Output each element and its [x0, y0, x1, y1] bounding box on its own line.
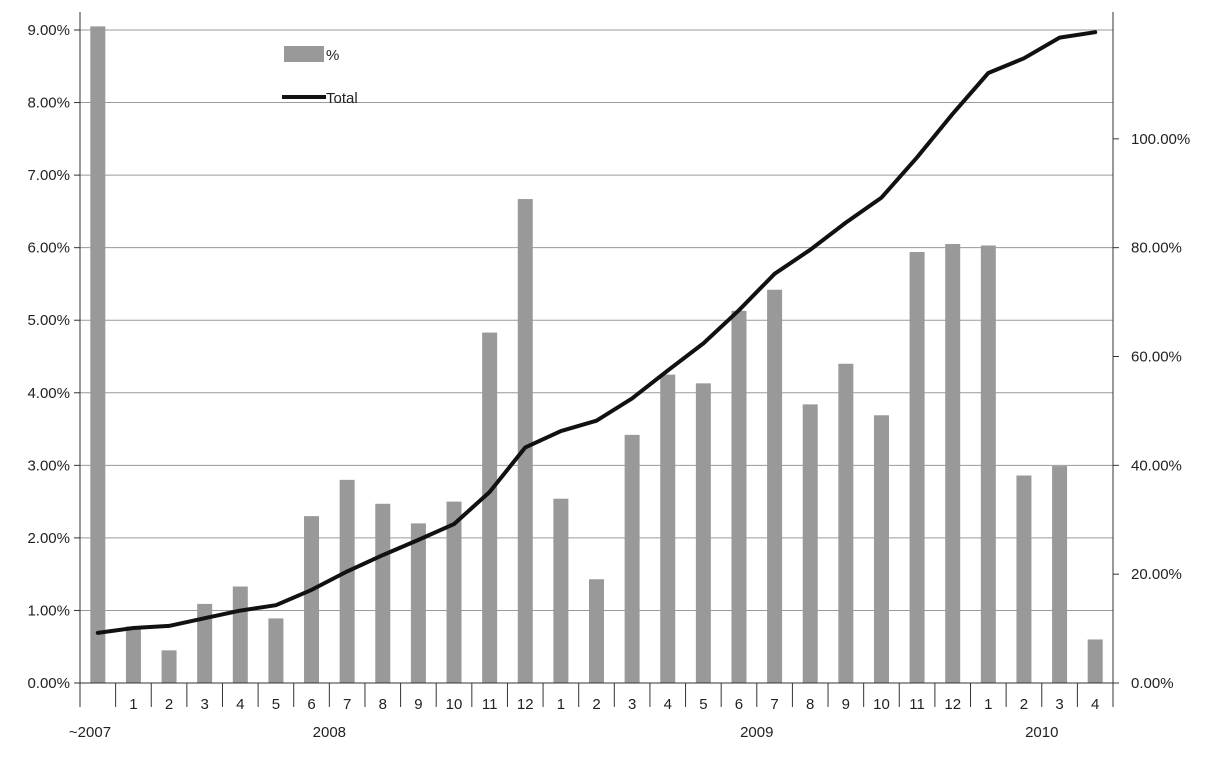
x-tick-label: 9 — [842, 696, 850, 713]
year-label: 2010 — [1025, 724, 1058, 741]
bar — [339, 479, 355, 683]
bar — [446, 501, 462, 683]
x-tick-label: 4 — [236, 696, 244, 713]
left-tick-label: 4.00% — [27, 385, 70, 402]
right-tick-label: 20.00% — [1131, 566, 1182, 583]
x-tick-label: 7 — [770, 696, 778, 713]
x-tick-label: 9 — [414, 696, 422, 713]
left-tick-label: 9.00% — [27, 22, 70, 39]
line-series — [95, 30, 1098, 635]
bar — [410, 523, 426, 683]
bar — [624, 434, 640, 683]
gridlines — [80, 29, 1113, 611]
bar — [731, 310, 747, 683]
bar — [125, 626, 141, 683]
x-tick-label: 11 — [909, 696, 925, 713]
right-tick-label: 0.00% — [1131, 675, 1174, 692]
left-tick-label: 7.00% — [27, 167, 70, 184]
year-label: ~2007 — [69, 724, 111, 741]
year-label: 2009 — [740, 724, 773, 741]
right-tick-label: 80.00% — [1131, 240, 1182, 257]
bar — [767, 289, 783, 683]
bar — [945, 244, 961, 684]
left-tick-label: 8.00% — [27, 95, 70, 112]
x-tick-label: 1 — [984, 696, 992, 713]
bar — [161, 650, 177, 683]
axes — [79, 12, 1114, 684]
x-tick-label: 8 — [806, 696, 814, 713]
bar — [90, 26, 106, 684]
x-tick-label: 2 — [592, 696, 600, 713]
left-tick-label: 3.00% — [27, 457, 70, 474]
x-axis-ticks: 1 2 3 4 5 6 7 8 9 10 11 12 1 2 3 4 5 6 7 8 9 10 11 12 1 2 3 4 — [79, 683, 1114, 713]
bar-series — [90, 26, 1103, 684]
bar — [838, 363, 854, 683]
bar — [802, 404, 818, 683]
legend-label-percent: % — [326, 47, 339, 64]
bar — [197, 603, 213, 683]
bar — [695, 383, 711, 683]
x-tick-label: 6 — [735, 696, 743, 713]
legend: % Total — [282, 46, 358, 107]
bar — [909, 252, 925, 683]
x-axis-year-labels: ~2007 2008 2009 2010 — [69, 724, 1059, 741]
right-tick-label: 40.00% — [1131, 457, 1182, 474]
right-tick-label: 100.00% — [1131, 131, 1190, 148]
bar — [553, 498, 569, 683]
left-axis-ticks: 0.00% 1.00% 2.00% 3.00% 4.00% 5.00% 6.00% 7.00%… — [27, 22, 80, 692]
bar — [1052, 466, 1068, 683]
left-tick-label: 1.00% — [27, 602, 70, 619]
x-tick-label: 4 — [664, 696, 672, 713]
x-tick-label: 5 — [699, 696, 707, 713]
x-tick-label: 2 — [165, 696, 173, 713]
bar — [660, 374, 676, 683]
bar — [1016, 475, 1032, 683]
bar — [873, 415, 889, 683]
bar — [980, 245, 996, 684]
bar — [589, 579, 604, 683]
bar — [304, 516, 320, 683]
left-tick-label: 0.00% — [27, 675, 70, 692]
x-tick-label: 12 — [944, 696, 961, 713]
x-tick-label: 10 — [446, 696, 463, 713]
left-tick-label: 6.00% — [27, 240, 70, 257]
bar — [1087, 639, 1103, 683]
x-tick-label: 12 — [517, 696, 534, 713]
bar — [482, 332, 498, 683]
x-tick-label: 6 — [307, 696, 315, 713]
x-tick-label: 7 — [343, 696, 351, 713]
right-tick-label: 60.00% — [1131, 349, 1182, 366]
left-tick-label: 5.00% — [27, 312, 70, 329]
total-line — [95, 30, 1098, 635]
x-tick-label: 3 — [628, 696, 636, 713]
bar — [268, 618, 284, 683]
x-tick-label: 11 — [482, 696, 498, 713]
bar — [517, 199, 533, 683]
left-tick-label: 2.00% — [27, 530, 70, 547]
x-tick-label: 10 — [873, 696, 890, 713]
x-tick-label: 4 — [1091, 696, 1099, 713]
bar — [375, 503, 391, 683]
bar — [232, 586, 248, 683]
x-tick-label: 3 — [1055, 696, 1063, 713]
legend-label-total: Total — [326, 90, 358, 107]
legend-swatch-bar — [284, 46, 324, 62]
x-tick-label: 8 — [379, 696, 387, 713]
x-tick-label: 1 — [129, 696, 137, 713]
x-tick-label: 3 — [201, 696, 209, 713]
right-axis-ticks: 0.00% 20.00% 40.00% 60.00% 80.00% 100.00% — [1113, 131, 1190, 692]
x-tick-label: 2 — [1020, 696, 1028, 713]
x-tick-label: 5 — [272, 696, 280, 713]
x-tick-label: 1 — [557, 696, 565, 713]
year-label: 2008 — [313, 724, 346, 741]
